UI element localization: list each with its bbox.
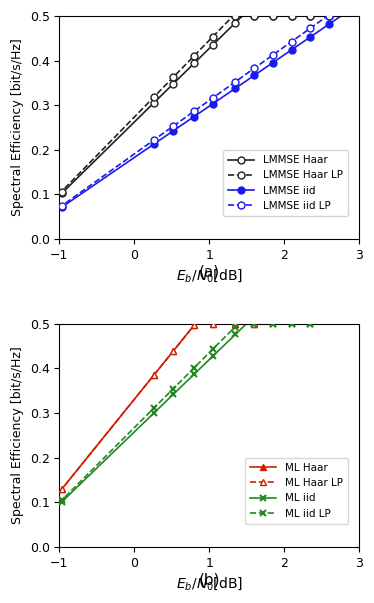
Legend: ML Haar, ML Haar LP, ML iid, ML iid LP: ML Haar, ML Haar LP, ML iid, ML iid LP — [245, 458, 348, 524]
Text: (a): (a) — [199, 265, 220, 280]
Y-axis label: Spectral Efficiency [bit/s/Hz]: Spectral Efficiency [bit/s/Hz] — [11, 347, 24, 524]
Y-axis label: Spectral Efficiency [bit/s/Hz]: Spectral Efficiency [bit/s/Hz] — [11, 39, 24, 216]
Text: (b): (b) — [199, 573, 220, 588]
X-axis label: $E_b/N_0$[dB]: $E_b/N_0$[dB] — [176, 575, 243, 592]
X-axis label: $E_b/N_0$[dB]: $E_b/N_0$[dB] — [176, 267, 243, 284]
Legend: LMMSE Haar, LMMSE Haar LP, LMMSE iid, LMMSE iid LP: LMMSE Haar, LMMSE Haar LP, LMMSE iid, LM… — [223, 150, 348, 216]
